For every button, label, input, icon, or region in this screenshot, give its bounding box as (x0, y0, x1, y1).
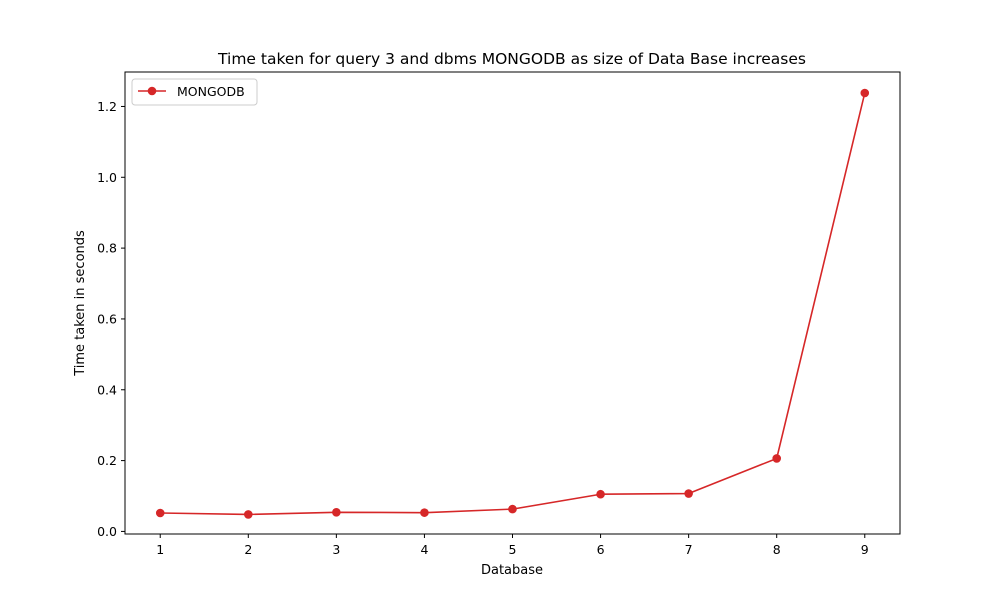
x-axis-label: Database (481, 563, 543, 578)
legend-marker-swatch (147, 86, 157, 96)
x-tick-label: 4 (420, 542, 428, 557)
data-point (420, 508, 429, 517)
y-tick-label: 0.0 (97, 524, 117, 539)
axes-background (125, 72, 900, 534)
y-tick-label: 1.2 (97, 99, 117, 114)
y-axis-label: Time taken in seconds (73, 230, 88, 377)
data-point (332, 507, 341, 517)
x-tick-label: 9 (861, 542, 869, 557)
data-point (508, 504, 517, 514)
x-tick-label: 3 (332, 542, 340, 557)
x-tick-label: 5 (509, 542, 517, 557)
data-point (860, 88, 870, 98)
data-point (243, 510, 253, 519)
data-point (684, 489, 693, 498)
x-tick-label: 8 (773, 542, 781, 557)
data-point (155, 508, 165, 518)
data-point (596, 489, 605, 499)
x-tick-label: 7 (685, 542, 693, 557)
x-axis-ticks: 1 2 3 4 5 6 7 8 9 (156, 534, 869, 557)
chart-title: Time taken for query 3 and dbms MONGODB … (217, 50, 806, 68)
legend-box (131, 78, 258, 106)
y-tick-label: 0.8 (97, 241, 117, 256)
axes-frame (124, 71, 901, 535)
series-layer (155, 88, 870, 519)
y-tick-label: 1.0 (97, 170, 117, 185)
plot-area (125, 72, 900, 534)
y-tick-label: 0.2 (97, 453, 117, 468)
y-tick-label: 0.4 (97, 382, 117, 397)
data-point (772, 454, 782, 463)
x-tick-label: 2 (244, 542, 252, 557)
y-axis-ticks: 0.0 0.2 0.4 0.6 0.8 1.0 1.2 (97, 99, 125, 539)
y-tick-label: 0.6 (97, 311, 117, 326)
legend-label-mongodb: MONGODB (177, 84, 245, 99)
legend: MONGODB (131, 78, 258, 106)
x-tick-label: 6 (597, 542, 605, 557)
x-tick-label: 1 (156, 542, 164, 557)
